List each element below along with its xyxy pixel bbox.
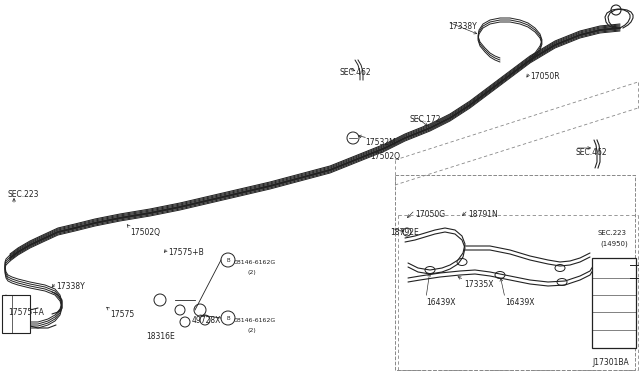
Text: 17338Y: 17338Y: [56, 282, 84, 291]
Text: 17338Y: 17338Y: [448, 22, 477, 31]
Text: 18792E: 18792E: [390, 228, 419, 237]
Bar: [592, 258, 636, 348]
Text: 17502Q: 17502Q: [130, 228, 160, 237]
Text: 17532M: 17532M: [365, 138, 396, 147]
Text: 49728X: 49728X: [192, 316, 221, 325]
Text: 17502Q: 17502Q: [370, 152, 400, 161]
Text: 08146-6162G: 08146-6162G: [234, 260, 276, 265]
Text: 08146-6162G: 08146-6162G: [234, 318, 276, 323]
Text: SEC.223: SEC.223: [598, 230, 627, 236]
Text: J17301BA: J17301BA: [592, 358, 628, 367]
Text: 17050R: 17050R: [530, 72, 559, 81]
Text: 16439X: 16439X: [505, 298, 534, 307]
Text: 17335X: 17335X: [464, 280, 493, 289]
Bar: [2, 295, 30, 333]
Text: (2): (2): [248, 270, 257, 275]
Text: B: B: [226, 257, 230, 263]
Text: 17050G: 17050G: [415, 210, 445, 219]
Text: 18316E: 18316E: [146, 332, 175, 341]
Text: SEC.462: SEC.462: [575, 148, 607, 157]
Text: 17575+B: 17575+B: [168, 248, 204, 257]
Text: SEC.462: SEC.462: [340, 68, 372, 77]
Text: SEC.172: SEC.172: [410, 115, 442, 124]
Text: 17575: 17575: [110, 310, 134, 319]
Text: (2): (2): [248, 328, 257, 333]
Text: 17575+A: 17575+A: [8, 308, 44, 317]
Text: 16439X: 16439X: [426, 298, 456, 307]
Text: 18791N: 18791N: [468, 210, 498, 219]
Text: B: B: [226, 315, 230, 321]
Text: (14950): (14950): [600, 240, 628, 247]
Text: SEC.223: SEC.223: [8, 190, 40, 199]
